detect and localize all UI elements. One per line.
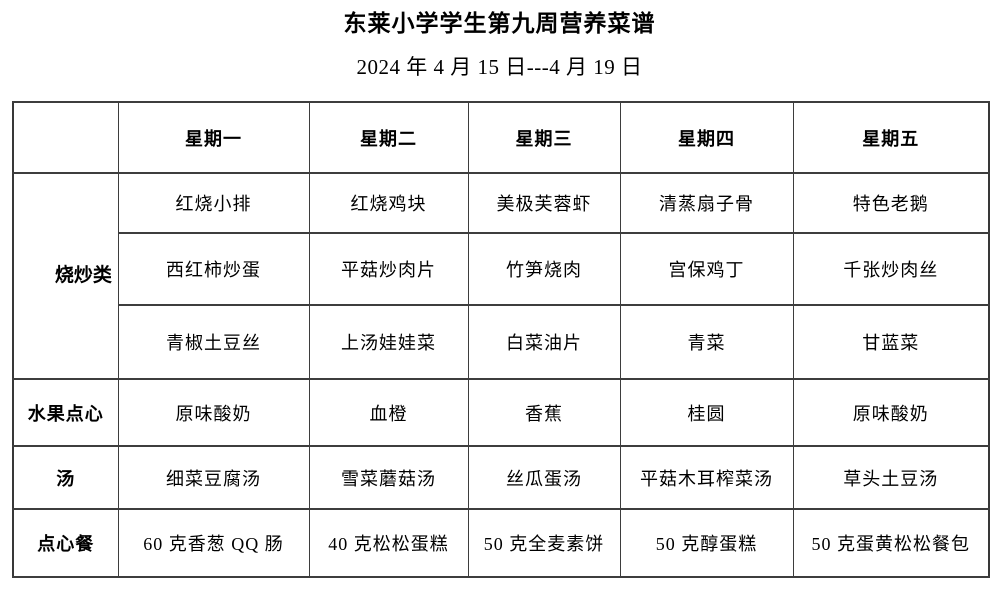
menu-cell: 清蒸扇子骨	[619, 172, 794, 234]
menu-cell: 红烧小排	[117, 172, 310, 234]
menu-cell: 50 克全麦素饼	[467, 508, 621, 578]
menu-cell: 50 克蛋黄松松餐包	[792, 508, 990, 578]
page-title: 东莱小学学生第九周营养菜谱	[343, 11, 656, 36]
menu-table: 星期一 星期二 星期三 星期四 星期五 烧炒类 红烧小排 红烧鸡块 美极芙蓉虾 …	[12, 101, 990, 578]
day-header-thursday: 星期四	[619, 101, 794, 174]
stir-fry-row-2: 西红柿炒蛋 平菇炒肉片 竹笋烧肉 宫保鸡丁 千张炒肉丝	[13, 232, 990, 306]
menu-cell: 雪菜蘑菇汤	[308, 445, 469, 510]
menu-cell: 上汤娃娃菜	[308, 304, 469, 380]
page-subtitle: 2024 年 4 月 15 日---4 月 19 日	[356, 55, 643, 79]
corner-cell	[12, 101, 119, 174]
day-header-wednesday: 星期三	[467, 101, 621, 174]
soup-row: 汤 细菜豆腐汤 雪菜蘑菇汤 丝瓜蛋汤 平菇木耳榨菜汤 草头土豆汤	[12, 445, 990, 510]
menu-cell: 细菜豆腐汤	[117, 445, 310, 510]
menu-cell: 西红柿炒蛋	[117, 232, 310, 306]
category-cell-fruit: 水果点心	[12, 378, 119, 447]
day-header-friday: 星期五	[792, 101, 990, 174]
header-row: 星期一 星期二 星期三 星期四 星期五	[12, 101, 990, 174]
menu-cell: 红烧鸡块	[308, 172, 469, 234]
menu-cell: 平菇炒肉片	[308, 232, 469, 306]
menu-cell: 特色老鹅	[792, 172, 990, 234]
menu-cell: 原味酸奶	[117, 378, 310, 447]
menu-cell: 青菜	[619, 304, 794, 380]
menu-cell: 白菜油片	[467, 304, 621, 380]
menu-cell: 草头土豆汤	[792, 445, 990, 510]
menu-cell: 美极芙蓉虾	[467, 172, 621, 234]
category-cell-soup: 汤	[12, 445, 119, 510]
menu-cell: 平菇木耳榨菜汤	[619, 445, 794, 510]
menu-cell: 原味酸奶	[792, 378, 990, 447]
category-cell-stir-fry: 烧炒类	[12, 172, 119, 380]
menu-cell: 竹笋烧肉	[467, 232, 621, 306]
fruit-row: 水果点心 原味酸奶 血橙 香蕉 桂圆 原味酸奶	[12, 378, 990, 447]
menu-cell: 千张炒肉丝	[792, 232, 990, 306]
menu-cell: 桂圆	[619, 378, 794, 447]
day-header-monday: 星期一	[117, 101, 310, 174]
category-label-stir-fry: 烧炒类	[54, 264, 112, 286]
menu-cell: 丝瓜蛋汤	[467, 445, 621, 510]
stir-fry-row-1: 烧炒类 红烧小排 红烧鸡块 美极芙蓉虾 清蒸扇子骨 特色老鹅	[12, 172, 990, 380]
menu-cell: 50 克醇蛋糕	[619, 508, 794, 578]
category-cell-snack: 点心餐	[12, 508, 119, 578]
menu-cell: 60 克香葱 QQ 肠	[117, 508, 310, 578]
menu-cell: 甘蓝菜	[792, 304, 990, 380]
snack-row: 点心餐 60 克香葱 QQ 肠 40 克松松蛋糕 50 克全麦素饼 50 克醇蛋…	[12, 508, 990, 578]
menu-cell: 宫保鸡丁	[619, 232, 794, 306]
menu-cell: 血橙	[308, 378, 469, 447]
stir-fry-row-3: 青椒土豆丝 上汤娃娃菜 白菜油片 青菜 甘蓝菜	[13, 304, 990, 380]
day-header-tuesday: 星期二	[308, 101, 469, 174]
menu-cell: 青椒土豆丝	[117, 304, 310, 380]
menu-cell: 40 克松松蛋糕	[308, 508, 469, 578]
menu-cell: 香蕉	[467, 378, 621, 447]
